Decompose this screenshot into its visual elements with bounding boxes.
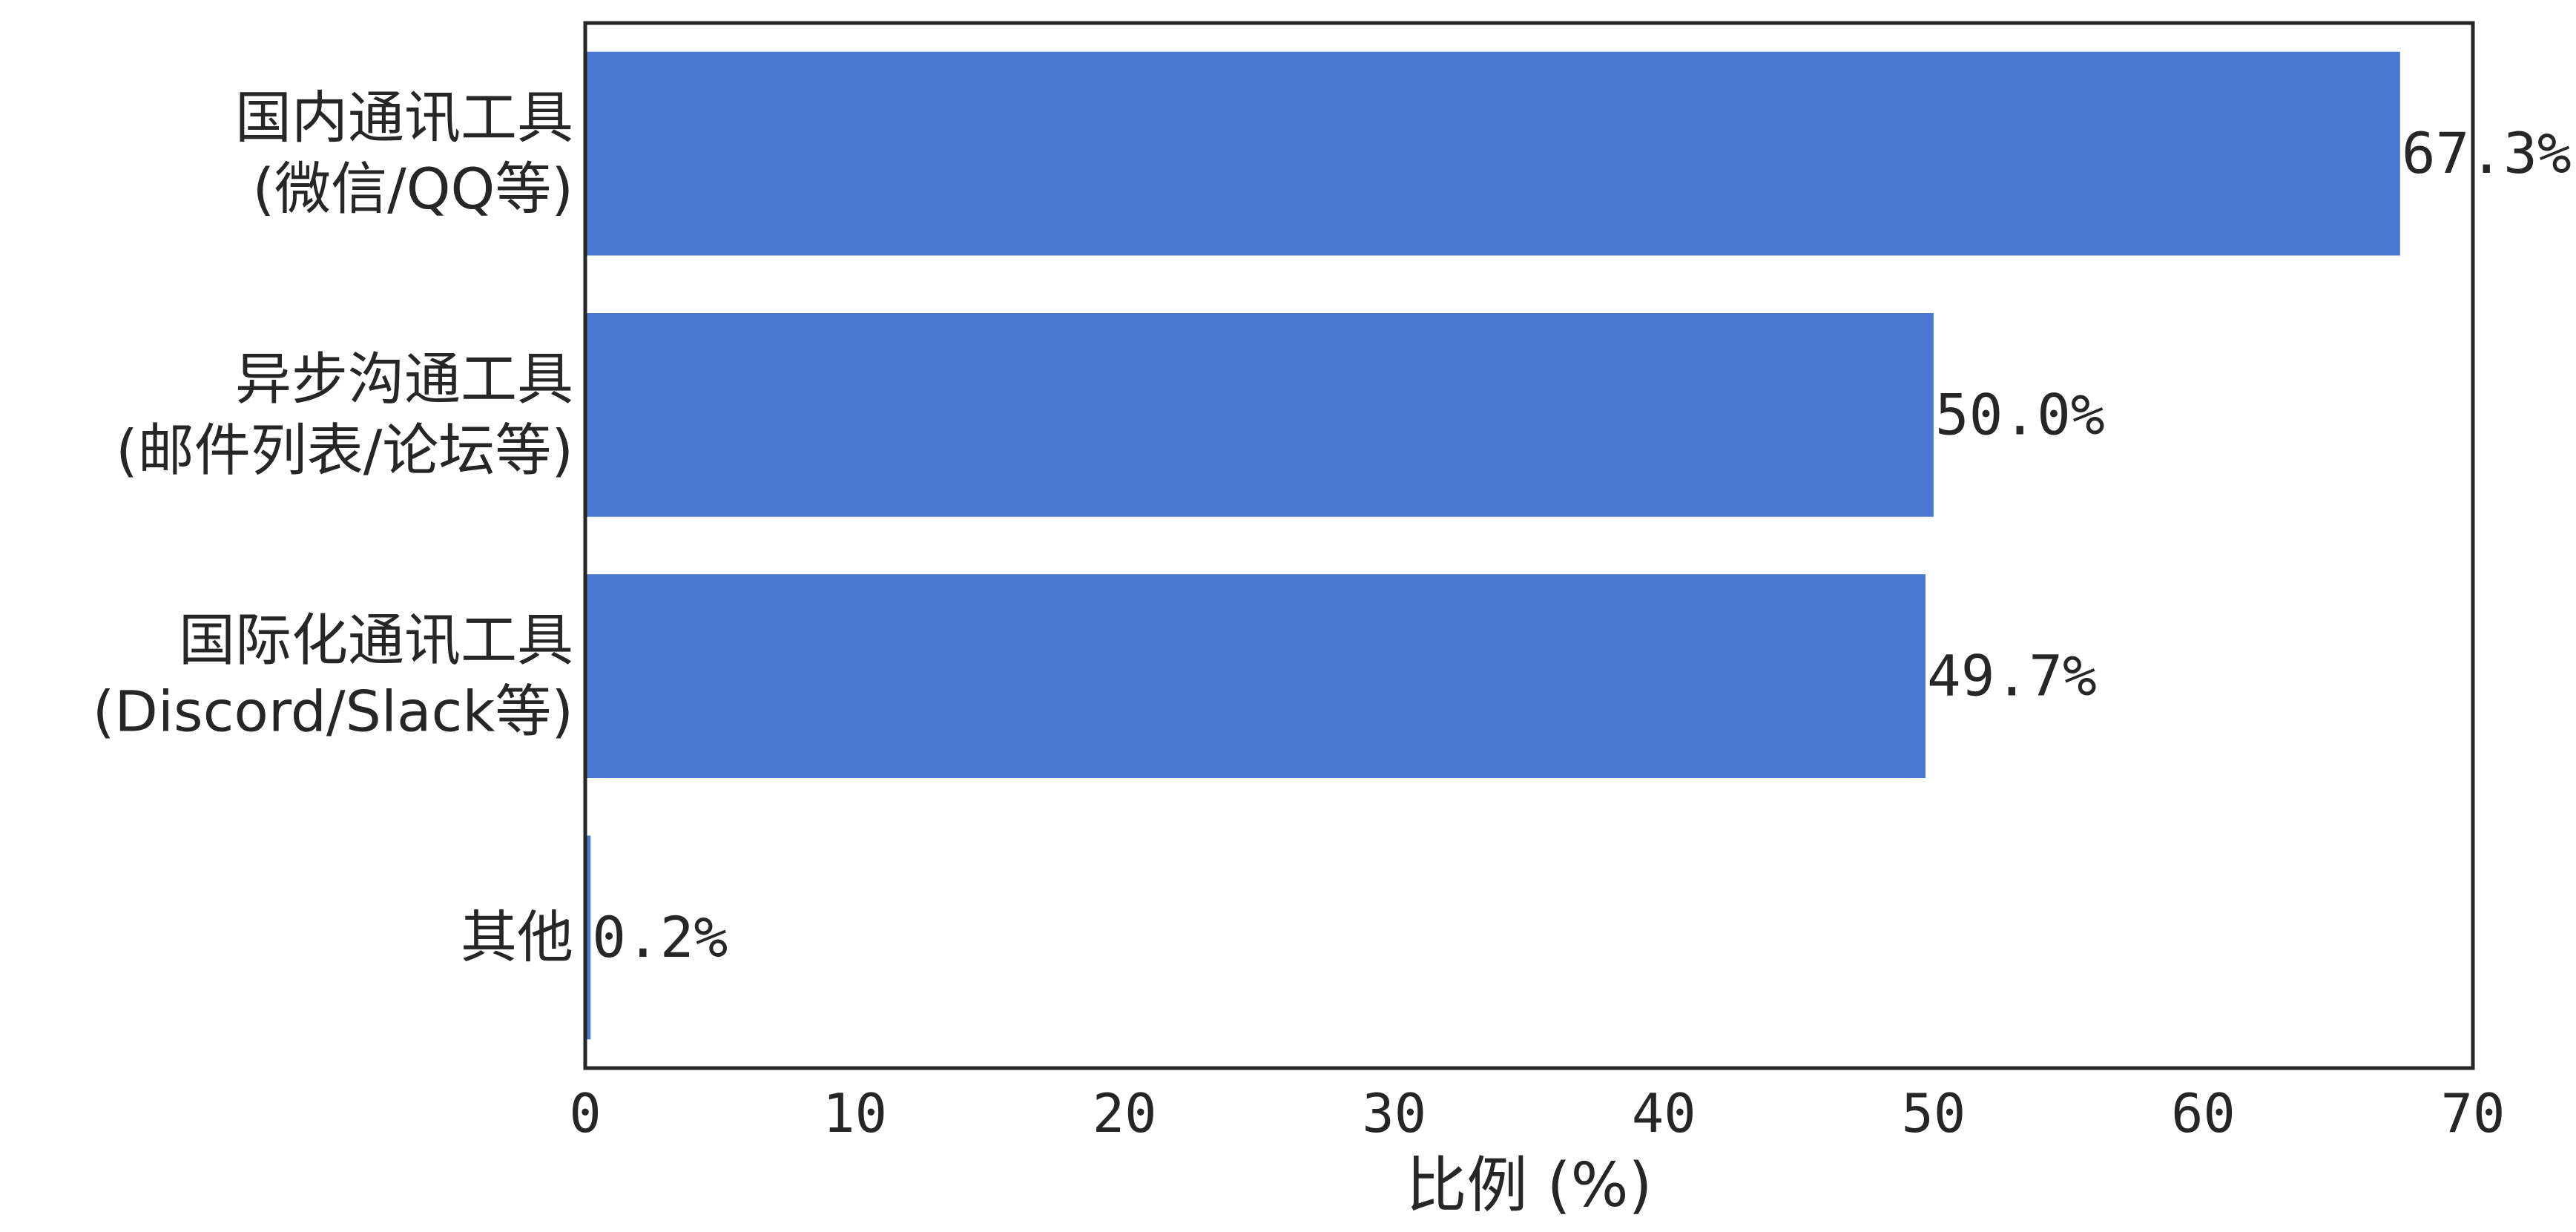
x-tick-label-3: 30: [1362, 1082, 1426, 1144]
x-tick-label-1: 10: [823, 1082, 887, 1144]
category-label-0-line-1: (微信/QQ等): [252, 156, 573, 222]
x-tick-label-0: 0: [569, 1082, 601, 1144]
x-axis-title: 比例 (%): [1406, 1150, 1653, 1221]
plot-frame: [583, 21, 2475, 1070]
ticks-layer: 0 10 20 30 40 50 60 70: [569, 1082, 2505, 1144]
value-label-3: 0.2%: [592, 904, 728, 970]
bars-layer: [585, 51, 2400, 1040]
category-label-2-line-0: 国际化通讯工具: [179, 607, 573, 673]
bar-1: [585, 312, 1934, 517]
bar-0: [585, 51, 2400, 256]
x-tick-label-7: 70: [2441, 1082, 2506, 1144]
category-label-2-line-1: (Discord/Slack等): [93, 679, 573, 745]
labels-layer: 67.3% 国内通讯工具(微信/QQ等) 50.0% 异步沟通工具(邮件列表/论坛等)…: [93, 85, 2572, 970]
category-label-3-line-0: 其他: [461, 904, 573, 970]
value-label-0: 67.3%: [2402, 120, 2572, 186]
value-label-2: 49.7%: [1927, 643, 2097, 709]
category-label-1-line-0: 异步沟通工具: [235, 346, 573, 412]
value-label-1: 50.0%: [1935, 381, 2105, 447]
category-label-0-line-0: 国内通讯工具: [235, 85, 573, 151]
bar-2: [585, 574, 1926, 779]
x-tick-label-6: 60: [2171, 1082, 2236, 1144]
x-tick-label-2: 20: [1093, 1082, 1157, 1144]
category-label-1-line-1: (邮件列表/论坛等): [116, 417, 573, 483]
bar-3: [585, 835, 591, 1040]
x-tick-label-4: 40: [1632, 1082, 1696, 1144]
x-tick-label-5: 50: [1902, 1082, 1966, 1144]
